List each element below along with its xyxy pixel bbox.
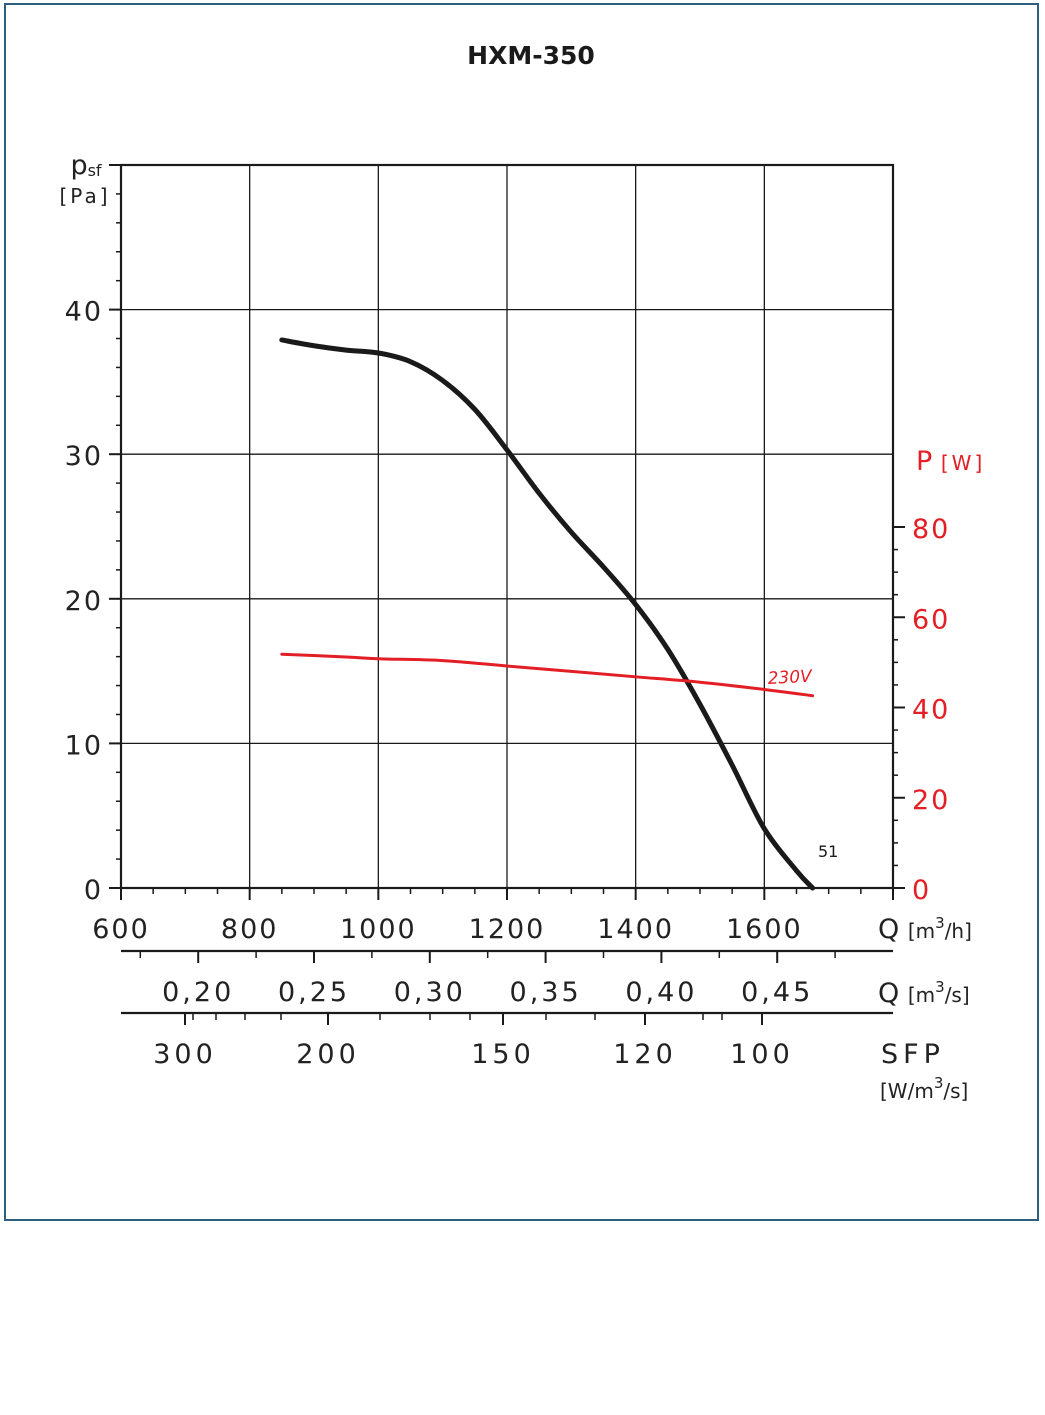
pressure-curve <box>279 337 816 891</box>
m3s-axis-tick-label: 0,35 <box>510 977 582 1008</box>
x-axis-tick-label: 800 <box>221 914 279 945</box>
chart-frame <box>4 3 1039 1221</box>
series-end-label: 51 <box>818 842 838 861</box>
x-axis-tick-label: 1000 <box>340 914 417 945</box>
left-axis-label: psf <box>70 150 101 181</box>
x-axis-tick-label: 1200 <box>469 914 546 945</box>
left-axis-unit: [Pa] <box>59 184 110 208</box>
right-axis-tick-label: 80 <box>912 514 950 545</box>
sfp-axis-label: SFP <box>881 1039 945 1070</box>
m3s-axis-tick-label: 0,40 <box>625 977 697 1008</box>
x-axis-tick-label: 1600 <box>726 914 803 945</box>
m3s-axis-tick-label: 0,20 <box>162 977 234 1008</box>
m3s-axis-tick-label: 0,30 <box>394 977 466 1008</box>
left-axis-tick-label: 10 <box>65 730 103 761</box>
left-axis-tick-label: 40 <box>65 297 103 328</box>
sfp-axis-tick-label: 200 <box>296 1039 360 1070</box>
sfp-axis-unit: [W/m3/s] <box>880 1074 968 1103</box>
left-axis-tick-label: 30 <box>65 441 103 472</box>
x-axis-label: Q [m3/h] <box>878 914 972 945</box>
x-axis-tick-label: 1400 <box>597 914 674 945</box>
m3s-axis-tick-label: 0,25 <box>278 977 350 1008</box>
right-axis-tick-label: 0 <box>912 875 931 906</box>
series-label-230v: 230V <box>767 667 813 689</box>
chart-title: HXM-350 <box>467 41 595 70</box>
right-axis-label: P [W] <box>916 446 985 477</box>
left-axis-tick-label: 0 <box>84 875 103 906</box>
sfp-axis-tick-label: 120 <box>613 1039 677 1070</box>
right-axis-tick-label: 20 <box>912 785 950 816</box>
right-axis-tick-label: 40 <box>912 695 950 726</box>
sfp-axis-tick-label: 300 <box>153 1039 217 1070</box>
sfp-axis-tick-label: 100 <box>730 1039 794 1070</box>
x-axis-tick-label: 600 <box>92 914 150 945</box>
m3s-axis-tick-label: 0,45 <box>741 977 813 1008</box>
sfp-axis-tick-label: 150 <box>471 1039 535 1070</box>
left-axis-tick-label: 20 <box>65 586 103 617</box>
power-curve-230v <box>280 652 815 698</box>
right-axis-tick-label: 60 <box>912 604 950 635</box>
m3s-axis-label: Q [m3/s] <box>878 978 970 1009</box>
